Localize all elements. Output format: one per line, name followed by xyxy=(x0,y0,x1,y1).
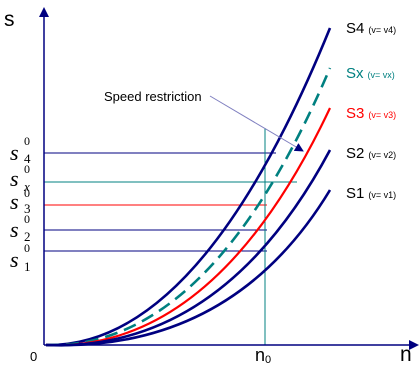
svg-text:0: 0 xyxy=(24,241,30,255)
svg-text:s: s xyxy=(10,217,19,242)
y-axis-label: s xyxy=(4,8,15,31)
origin-label: 0 xyxy=(30,349,37,364)
s0-label-4: s 0 4 xyxy=(10,134,31,166)
s0-label-2: s 0 2 xyxy=(10,212,31,244)
curve-label-s1: S1 (v= v1) xyxy=(346,185,396,202)
svg-text:s: s xyxy=(10,189,19,214)
svg-text:0: 0 xyxy=(24,134,30,148)
svg-text:s: s xyxy=(10,140,19,165)
s0-labels: s 0 4 s 0 x s 0 3 s 0 2 s 0 1 xyxy=(10,134,31,274)
curve-label-s2: S2 (v= v2) xyxy=(346,145,396,162)
curve-s4 xyxy=(45,27,332,347)
svg-text:1: 1 xyxy=(24,259,31,274)
s0-label-1: s 0 1 xyxy=(10,241,31,274)
axes xyxy=(39,7,419,350)
svg-text:0: 0 xyxy=(24,162,30,176)
svg-text:x: x xyxy=(23,179,30,194)
curve-labels: S4 (v= v4) Sx (v= vx) S3 (v= v3) S2 (v= v2) … xyxy=(346,20,396,202)
curve-s1 xyxy=(45,189,332,347)
svg-text:0: 0 xyxy=(24,212,30,226)
curve-label-s3: S3 (v= v3) xyxy=(346,105,396,122)
svg-text:0: 0 xyxy=(24,186,30,200)
svg-text:s: s xyxy=(10,166,19,191)
curve-sx xyxy=(45,67,332,347)
s0-label-x: s 0 x xyxy=(10,162,30,194)
s0-label-3: s 0 3 xyxy=(10,186,31,216)
svg-text:s: s xyxy=(10,247,19,272)
svg-text:4: 4 xyxy=(24,151,31,166)
callout-line xyxy=(209,95,304,152)
curves xyxy=(45,27,332,347)
svg-text:3: 3 xyxy=(24,201,31,216)
callout-text: Speed restriction xyxy=(104,89,202,104)
curve-label-sx: Sx (v= vx) xyxy=(346,65,395,82)
curve-label-s4: S4 (v= v4) xyxy=(346,20,396,37)
n0-sub: 0 xyxy=(265,354,271,365)
n0-main: n xyxy=(255,345,265,365)
n0-label: n0 xyxy=(255,345,271,365)
x-axis-label: n xyxy=(400,343,412,365)
svg-text:2: 2 xyxy=(24,229,31,244)
